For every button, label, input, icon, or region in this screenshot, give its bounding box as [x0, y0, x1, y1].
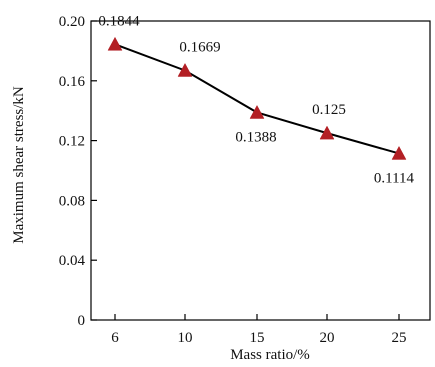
data-label: 0.1844 — [98, 13, 140, 29]
plot-frame — [90, 20, 431, 321]
x-tick-label: 10 — [178, 330, 193, 346]
data-label: 0.1388 — [235, 129, 276, 145]
y-tick-label: 0.12 — [59, 134, 85, 150]
data-point-marker — [391, 145, 407, 160]
data-label: 0.125 — [312, 102, 346, 118]
y-tick-label: 0.16 — [59, 74, 86, 90]
data-point-marker — [177, 62, 193, 77]
y-tick-label: 0.04 — [59, 253, 86, 269]
y-tick-label: 0.08 — [59, 193, 85, 209]
data-label: 0.1114 — [374, 170, 415, 186]
y-tick-label: 0 — [78, 313, 86, 329]
data-label: 0.1669 — [179, 39, 220, 55]
x-tick-label: 6 — [111, 330, 119, 346]
x-tick-label: 25 — [392, 330, 407, 346]
data-point-marker — [319, 125, 335, 140]
x-axis-title: Mass ratio/% — [230, 347, 310, 363]
data-labels: 0.1844 0.1669 0.1388 0.125 0.1114 — [98, 13, 414, 186]
y-axis-title: Maximum shear stress/kN — [11, 86, 27, 244]
series-layer — [107, 36, 407, 160]
x-tick-label: 20 — [320, 330, 335, 346]
x-tick-label: 15 — [250, 330, 265, 346]
x-axis-ticks: 6 10 15 20 25 — [111, 314, 407, 346]
y-tick-label: 0.20 — [59, 14, 85, 30]
data-point-marker — [249, 104, 265, 119]
data-point-marker — [107, 36, 123, 51]
